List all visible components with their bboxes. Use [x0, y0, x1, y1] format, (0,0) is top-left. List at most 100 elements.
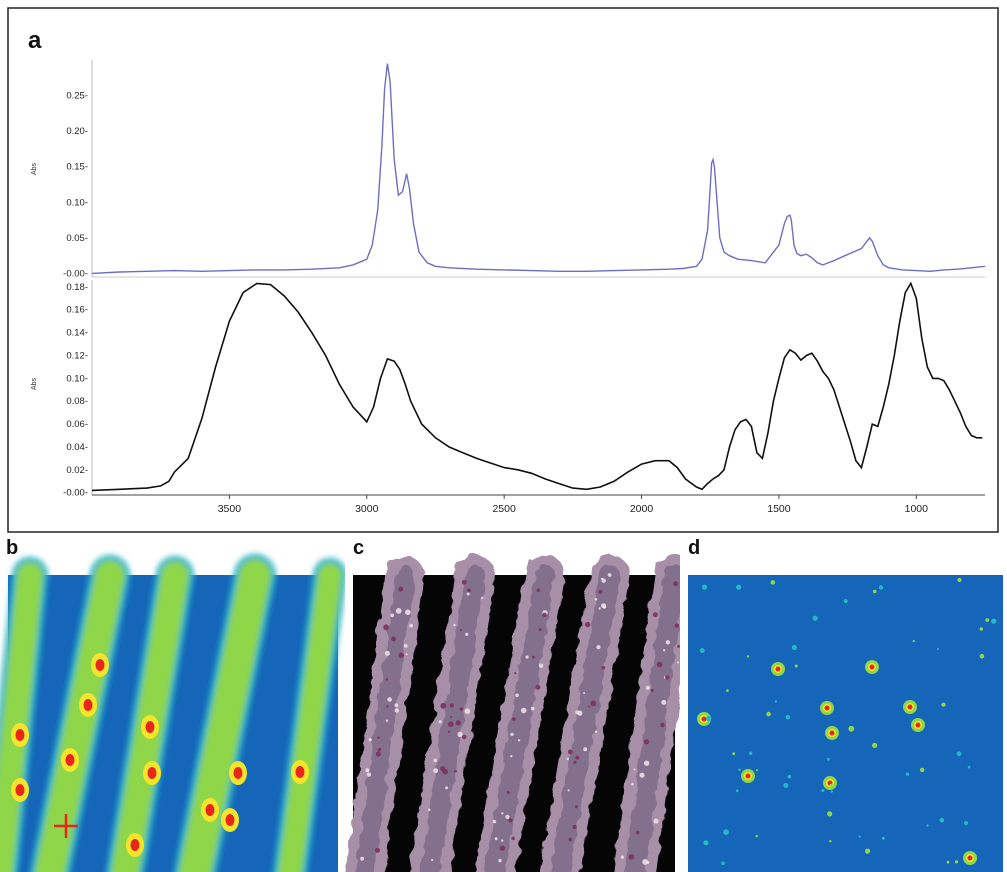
upper-spectrum-plot: 0.25- 0.20- 0.15- 0.10- 0.05- -0.00- Abs [31, 60, 986, 280]
small-spot [912, 640, 915, 643]
cell-dot [438, 720, 442, 724]
cell-dot [665, 675, 670, 680]
cell-dot [594, 730, 598, 733]
cell-dot [383, 624, 389, 631]
cell-dot [596, 645, 601, 650]
small-spot [735, 789, 739, 793]
cell-dot [566, 757, 569, 761]
y-tick-label: -0.00- [63, 488, 88, 499]
small-spot [787, 774, 792, 779]
cell-dot [375, 847, 380, 853]
y-tick-label: 0.25- [66, 91, 88, 102]
cell-dot [620, 855, 624, 859]
x-tick-label: 2000 [630, 503, 654, 515]
small-spot [878, 585, 884, 590]
cell-dot [510, 732, 514, 737]
small-spot [785, 714, 791, 720]
panel-b-hotspots [11, 653, 309, 857]
y-tick-label: 0.12- [66, 350, 88, 361]
cell-dot [662, 649, 666, 652]
cell-dot [650, 688, 654, 692]
cell-dot [601, 665, 606, 670]
cell-dot [384, 650, 390, 656]
cell-dot [405, 653, 408, 656]
cell-dot [567, 789, 570, 792]
small-spot [701, 584, 707, 590]
small-spot [721, 861, 725, 866]
cell-dot [460, 629, 463, 632]
small-spot [723, 829, 729, 835]
upper-y-axis-label: Abs [31, 162, 38, 175]
y-tick-label: 0.10- [66, 373, 88, 384]
cell-dot [447, 730, 451, 734]
cell-dot [492, 819, 497, 824]
hotspot-core [869, 664, 875, 670]
cell-dot [378, 747, 382, 751]
panel-label-a: a [28, 27, 42, 54]
lower-x-ticks: 3500 3000 2500 2000 1500 1000 [218, 495, 928, 515]
cell-dot [499, 845, 505, 851]
cell-dot [464, 708, 471, 714]
cell-dot [575, 805, 578, 809]
cell-dot [377, 736, 380, 739]
panel-c-micrograph [346, 554, 680, 872]
crosshair-marker [54, 814, 78, 838]
cell-dot [676, 661, 679, 664]
cell-dot [505, 814, 510, 819]
x-tick-label: 3000 [355, 503, 379, 515]
cell-dot [368, 738, 372, 742]
small-spot [985, 618, 990, 622]
upper-y-ticks: 0.25- 0.20- 0.15- 0.10- 0.05- -0.00- [63, 91, 88, 280]
cell-dot [454, 769, 458, 773]
small-spot [770, 580, 776, 585]
cell-dot [501, 839, 504, 842]
cell-dot [449, 703, 454, 708]
cell-dot [385, 678, 389, 681]
tissue-stripe-core [355, 565, 415, 872]
small-spot [755, 834, 758, 838]
panel-d: d [680, 535, 1007, 872]
cell-dot [677, 644, 680, 648]
cell-dot [398, 652, 404, 658]
cell-dot [577, 710, 583, 716]
small-spot [858, 835, 861, 838]
cell-dot [394, 708, 399, 713]
hotspot-core [83, 699, 93, 711]
cell-dot [665, 640, 671, 645]
cell-dot [646, 861, 650, 864]
cell-dot [636, 830, 640, 835]
hotspot-core [824, 705, 830, 711]
hotspot-core [233, 767, 243, 779]
cell-dot [594, 598, 598, 601]
small-spot [872, 742, 878, 748]
small-spot [872, 589, 877, 594]
hotspot-core [829, 730, 835, 736]
hotspot-core [225, 814, 235, 826]
small-spot [699, 648, 705, 653]
panel-d-background [688, 575, 1003, 872]
cell-dot [453, 623, 456, 627]
cell-dot [385, 719, 389, 722]
cell-dot [583, 747, 588, 752]
cell-dot [590, 700, 597, 707]
y-tick-label: 0.08- [66, 396, 88, 407]
stripe-inner [35, 560, 125, 872]
stripe-inner [179, 559, 271, 872]
y-tick-label: 0.06- [66, 419, 88, 430]
cell-dot [538, 628, 542, 632]
cell-dot [542, 612, 547, 617]
panel-b: b [0, 535, 345, 872]
small-spot [956, 751, 962, 757]
y-tick-label: 0.05- [66, 233, 88, 244]
upper-series-line [91, 63, 986, 275]
lower-series-line [91, 281, 983, 492]
cell-dot [455, 720, 461, 726]
small-spot [827, 757, 830, 761]
cell-dot [466, 592, 470, 596]
panel-label-c: c [353, 537, 365, 559]
cell-dot [391, 636, 396, 642]
panel-d-heatmap [688, 575, 1003, 872]
small-spot [736, 584, 742, 590]
x-tick-label: 1000 [905, 503, 929, 515]
cell-dot [461, 579, 467, 585]
